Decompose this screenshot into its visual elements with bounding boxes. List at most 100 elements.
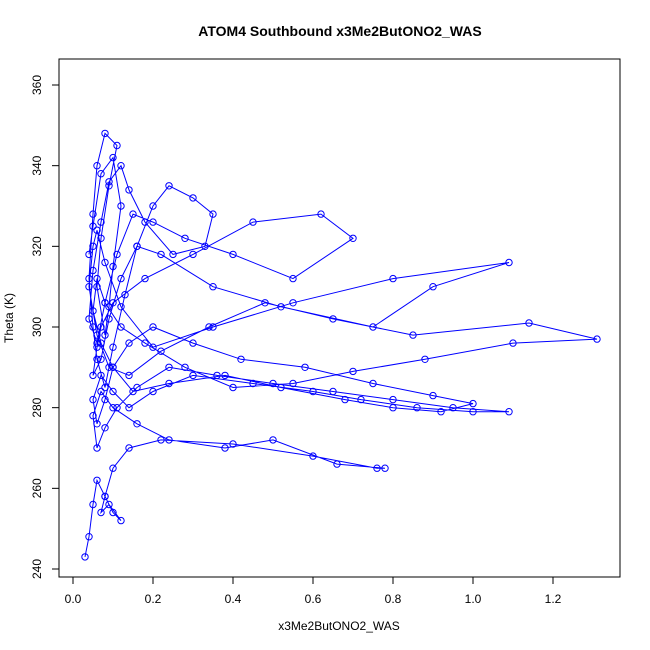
data-point (109, 343, 117, 351)
data-point (181, 234, 189, 243)
chart-title: ATOM4 Southbound x3Me2ButONO2_WAS (198, 23, 481, 39)
data-point (117, 323, 125, 331)
data-point (97, 339, 105, 347)
data-point (149, 387, 157, 396)
data-point (369, 379, 377, 388)
data-point (437, 408, 445, 416)
data-point (169, 250, 177, 259)
data-point (93, 339, 101, 347)
data-point (525, 319, 533, 327)
x-tick-label: 1.2 (545, 592, 562, 606)
data-point (189, 339, 197, 347)
data-point (157, 436, 165, 444)
data-point (89, 412, 97, 420)
data-point (429, 283, 437, 291)
data-point (85, 533, 93, 541)
x-axis-label: x3Me2ButONO2_WAS (278, 619, 400, 633)
series-points-group (81, 129, 601, 561)
data-point (85, 274, 93, 283)
y-tick-label: 240 (30, 559, 44, 579)
data-point (213, 371, 221, 380)
data-point (125, 444, 133, 452)
data-point (101, 424, 109, 432)
data-point (89, 395, 97, 404)
data-point (165, 379, 173, 388)
data-point (165, 182, 173, 190)
data-point (389, 274, 397, 283)
x-axis: 0.0 0.2 0.4 0.6 0.8 1.0 1.2 (65, 576, 562, 606)
data-point (133, 383, 141, 392)
data-point (89, 266, 97, 275)
data-point (117, 516, 125, 525)
data-point (341, 395, 349, 404)
y-axis-label: Theta (K) (2, 293, 16, 343)
data-point (229, 383, 237, 392)
data-point (149, 202, 157, 210)
data-point (237, 355, 245, 363)
data-point (149, 343, 157, 351)
y-tick-label: 280 (30, 397, 44, 417)
data-point (389, 404, 397, 412)
data-point (165, 363, 173, 371)
data-point (221, 444, 229, 452)
series-line-group (84, 132, 598, 557)
data-point (89, 500, 97, 509)
data-point (369, 323, 377, 331)
data-point (133, 420, 141, 428)
data-point (85, 283, 93, 291)
data-point (93, 420, 101, 428)
data-point (165, 436, 173, 444)
data-point (105, 303, 113, 311)
data-point (449, 404, 457, 412)
data-point (101, 299, 109, 307)
data-point (141, 218, 149, 226)
data-point (357, 395, 365, 404)
data-point (389, 395, 397, 404)
data-point (329, 315, 337, 323)
series-line (84, 132, 598, 557)
data-point (149, 323, 157, 331)
data-point (261, 299, 269, 307)
data-point (181, 363, 189, 371)
data-point (93, 444, 101, 452)
data-point (89, 210, 97, 218)
x-tick-label: 0.4 (225, 592, 242, 606)
data-point (277, 303, 285, 311)
x-tick-label: 1.0 (465, 592, 482, 606)
x-tick-label: 0.8 (385, 592, 402, 606)
data-point (117, 162, 125, 170)
y-tick-label: 320 (30, 236, 44, 256)
data-point (93, 274, 101, 283)
data-point (113, 250, 121, 259)
data-point (93, 162, 101, 170)
data-point (593, 335, 601, 343)
x-tick-label: 0.6 (305, 592, 322, 606)
data-point (93, 476, 101, 484)
data-point (289, 274, 297, 283)
data-point (93, 226, 101, 234)
data-point (201, 242, 209, 251)
data-point (229, 440, 237, 448)
data-point (429, 391, 437, 400)
data-point (129, 210, 137, 218)
data-point (105, 178, 113, 186)
data-point (117, 274, 125, 283)
data-point (125, 339, 133, 347)
data-point (249, 218, 257, 226)
data-point (373, 464, 381, 472)
data-point (101, 492, 109, 501)
data-point (113, 404, 121, 412)
data-point (141, 274, 149, 283)
data-point (93, 283, 101, 291)
data-point (109, 363, 117, 371)
data-point (505, 408, 513, 416)
data-point (89, 307, 97, 315)
data-point (125, 371, 133, 380)
data-point (109, 387, 117, 396)
data-point (277, 383, 285, 392)
x-tick-label: 0.2 (145, 592, 162, 606)
data-point (229, 250, 237, 259)
data-point (125, 186, 133, 194)
data-point (209, 323, 217, 331)
